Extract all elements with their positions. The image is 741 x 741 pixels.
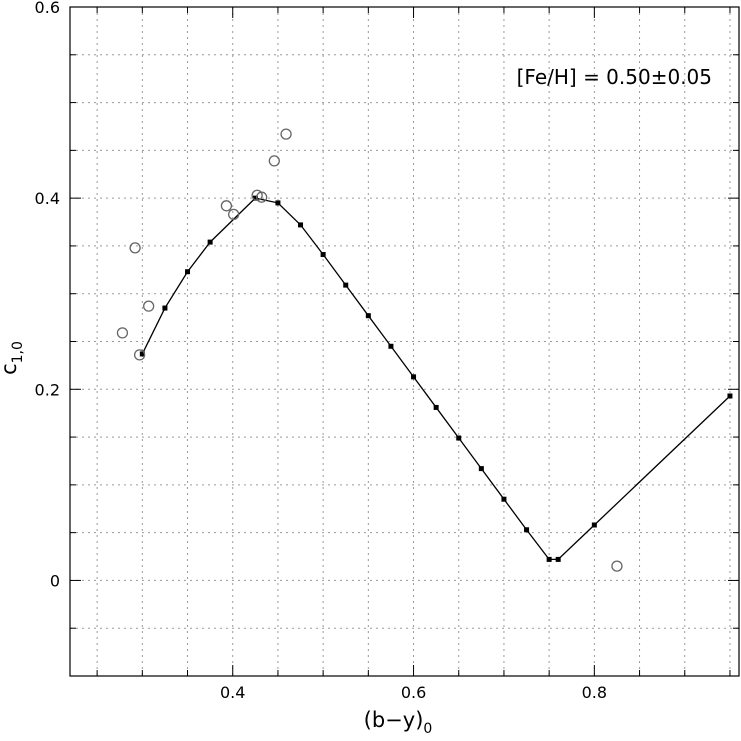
model-point-marker	[388, 343, 394, 349]
observed-star-circle	[133, 349, 146, 361]
y-tick-label: 0.4	[35, 189, 60, 208]
observed-star-circle	[611, 560, 623, 572]
model-point-marker	[252, 195, 258, 201]
model-point-marker	[275, 200, 281, 206]
tick-labels: 0.4 0.6 0.8 0 0.2 0.4 0.6	[35, 0, 608, 702]
model-point-marker	[555, 556, 561, 562]
x-axis-label-main: (b−y)	[364, 708, 424, 732]
model-point-marker	[433, 404, 439, 410]
y-tick-label: 0.2	[35, 380, 60, 399]
observed-star-circle	[129, 242, 141, 254]
x-axis-label: (b−y)0	[364, 708, 433, 737]
data-series	[116, 128, 733, 572]
y-axis-label-sub: 1,0	[10, 341, 26, 363]
x-axis-label-sub: 0	[423, 721, 432, 737]
model-point-marker	[727, 393, 733, 399]
model-point-marker	[456, 435, 462, 441]
model-point-marker	[298, 222, 304, 228]
model-point-marker	[365, 313, 371, 319]
y-tick-label: 0.6	[35, 0, 60, 17]
y-tick-label: 0	[50, 571, 60, 590]
model-point-marker	[546, 556, 552, 562]
observed-star-circle	[227, 208, 240, 221]
observed-star-circle	[116, 327, 129, 339]
model-point-marker	[139, 351, 145, 357]
metallicity-annotation: [Fe/H] = 0.50±0.05	[517, 65, 712, 89]
model-point-marker	[185, 269, 191, 275]
observed-star-circle	[220, 200, 233, 212]
observed-star-circle	[143, 300, 155, 312]
grid	[70, 7, 739, 676]
x-tick-label: 0.6	[401, 683, 426, 702]
x-tick-label: 0.4	[220, 683, 245, 702]
model-point-marker	[343, 282, 349, 288]
model-point-marker	[162, 305, 168, 311]
model-point-marker	[478, 466, 484, 472]
observed-star-circle	[268, 155, 280, 167]
observed-star-circle	[280, 128, 292, 140]
model-point-marker	[591, 522, 597, 528]
x-tick-label: 0.8	[582, 683, 607, 702]
y-axis-label-main: c	[0, 363, 21, 375]
model-point-marker	[320, 252, 326, 258]
axis-ticks	[70, 7, 739, 676]
model-point-marker	[524, 527, 530, 533]
observed-star-circle	[256, 191, 268, 203]
model-point-marker	[207, 239, 213, 245]
y-axis-label: c1,0	[0, 341, 26, 375]
plot-frame	[69, 6, 740, 677]
model-point-marker	[501, 496, 507, 502]
model-point-marker	[411, 374, 417, 380]
model-sequence-line	[141, 197, 731, 561]
